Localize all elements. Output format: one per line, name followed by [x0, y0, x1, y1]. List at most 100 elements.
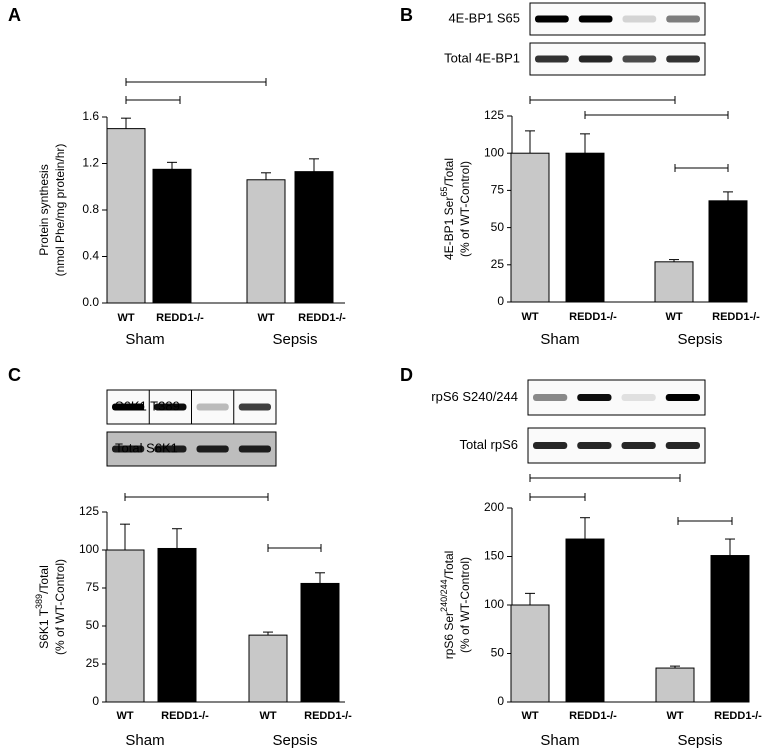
x-tick-label: REDD1-/- [714, 710, 762, 722]
blot-band [238, 445, 271, 453]
group-label: Sham [125, 331, 164, 348]
y-axis-label-text: /Total [37, 565, 51, 594]
bar [248, 634, 288, 703]
group-label: Sepsis [272, 732, 317, 749]
bar [294, 171, 334, 304]
y-axis-label-text: rpS6 Ser [442, 612, 456, 659]
panel-label: C [8, 365, 21, 385]
bar [300, 582, 340, 703]
x-tick-label: REDD1-/- [161, 710, 209, 722]
blot-label: 4E-BP1 S65 [448, 10, 520, 25]
blot-band [665, 442, 700, 449]
y-axis-label: Protein synthesis [37, 164, 51, 255]
y-tick-label: 0 [92, 694, 99, 708]
y-tick-label: 0.8 [82, 202, 99, 216]
blot-label: Total S6K1 [115, 440, 178, 455]
bar [710, 555, 750, 703]
x-tick-label: REDD1-/- [569, 311, 617, 323]
y-tick-label: 75 [86, 580, 100, 594]
y-tick-label: 1.6 [82, 109, 99, 123]
y-tick-label: 100 [484, 145, 504, 159]
y-tick-label: 50 [491, 646, 505, 660]
blot-band [196, 445, 229, 453]
y-axis-label: rpS6 Ser240/244/Total [439, 551, 456, 660]
group-label: Sepsis [272, 331, 317, 348]
y-tick-label: 25 [86, 656, 100, 670]
y-axis-label-sub: (nmol Phe/mg protein/hr) [53, 144, 67, 277]
y-axis-label-text: Protein synthesis [37, 164, 51, 255]
group-label: Sepsis [677, 331, 722, 348]
y-axis-label-sub: (% of WT-Control) [458, 557, 472, 653]
blot-label: Total rpS6 [459, 437, 518, 452]
panel-label: B [400, 5, 413, 25]
y-axis-label: 4E-BP1 Ser65/Total [439, 158, 456, 260]
y-tick-label: 1.2 [82, 156, 99, 170]
x-tick-label: WT [666, 710, 683, 722]
bar [510, 152, 550, 303]
blot-band [533, 394, 568, 401]
bar [708, 200, 748, 303]
blot-band [238, 403, 271, 411]
blot-band [535, 15, 569, 23]
x-tick-label: REDD1-/- [304, 710, 352, 722]
y-tick-label: 125 [79, 504, 99, 518]
y-axis-label-sub: (% of WT-Control) [458, 161, 472, 257]
y-axis-label-sup: 389 [34, 594, 44, 609]
y-axis-label-text: /Total [442, 158, 456, 187]
blot-band [621, 394, 656, 401]
blot-band [621, 442, 656, 449]
bar [152, 168, 192, 304]
y-axis-label-sup: 65 [439, 187, 449, 197]
blot-band [666, 55, 700, 63]
x-tick-label: REDD1-/- [156, 312, 204, 324]
group-label: Sham [540, 331, 579, 348]
y-axis-label-sub: (% of WT-Control) [53, 559, 67, 655]
blot-band [577, 442, 612, 449]
y-tick-label: 0.4 [82, 249, 99, 263]
bar [246, 179, 286, 304]
y-axis-label: S6K1 T389/Total [34, 565, 51, 649]
bar [565, 152, 605, 303]
blot-band [578, 15, 613, 23]
y-tick-label: 150 [484, 549, 504, 563]
y-axis-label-text: 4E-BP1 Ser [442, 197, 456, 260]
x-tick-label: WT [117, 312, 134, 324]
x-tick-label: REDD1-/- [569, 710, 617, 722]
bar [106, 128, 146, 304]
y-tick-label: 0 [497, 294, 504, 308]
y-tick-label: 75 [491, 183, 505, 197]
bar [654, 261, 694, 303]
y-tick-label: 125 [484, 108, 504, 122]
y-tick-label: 100 [79, 542, 99, 556]
y-axis-label-text: S6K1 T [37, 608, 51, 648]
group-label: Sham [125, 732, 164, 749]
blot-band [112, 403, 145, 411]
blot-band [622, 55, 657, 63]
blot-band [196, 403, 229, 411]
panel-label: D [400, 365, 413, 385]
x-tick-label: WT [116, 710, 133, 722]
blot-band [577, 394, 612, 401]
blot-band [578, 55, 613, 63]
y-tick-label: 100 [484, 597, 504, 611]
x-tick-label: WT [521, 710, 538, 722]
bar [510, 604, 550, 703]
x-tick-label: WT [665, 311, 682, 323]
y-tick-label: 200 [484, 500, 504, 514]
y-tick-label: 0 [497, 694, 504, 708]
blot-label: S6K1 T389 [115, 398, 180, 413]
panel-label: A [8, 5, 21, 25]
blot-band [533, 442, 568, 449]
x-tick-label: REDD1-/- [298, 312, 346, 324]
y-axis-label-text: /Total [442, 551, 456, 580]
blot-band [154, 403, 187, 411]
blot-band [666, 15, 700, 23]
blot-band [665, 394, 700, 401]
bar [655, 667, 695, 703]
blot-label: rpS6 S240/244 [431, 389, 518, 404]
blot-band [154, 445, 187, 453]
blot-label: Total 4E-BP1 [444, 50, 520, 65]
bar [157, 547, 197, 703]
group-label: Sepsis [677, 732, 722, 749]
